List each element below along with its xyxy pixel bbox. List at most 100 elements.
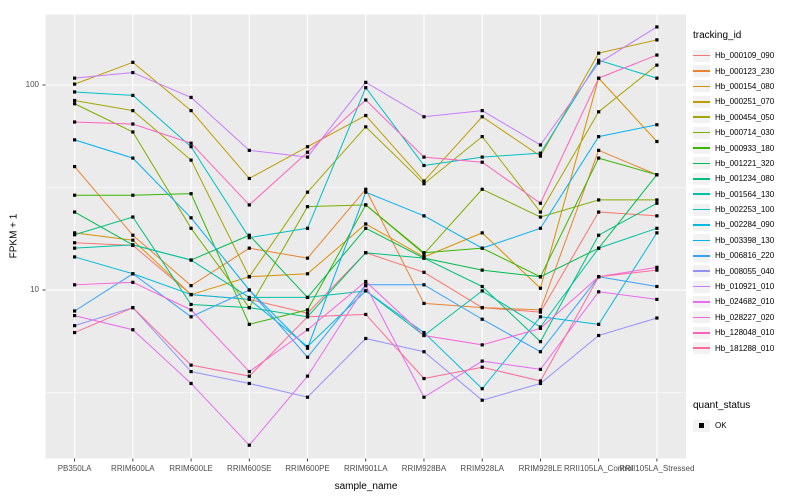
legend-key-line-icon xyxy=(693,116,710,119)
y-axis-title: FPKM + 1 xyxy=(8,213,20,259)
data-point xyxy=(655,284,659,289)
data-point xyxy=(305,272,310,276)
y-tick-label: 10 xyxy=(30,285,39,294)
legend-item: Hb_001564_130 xyxy=(693,187,799,202)
data-point xyxy=(480,115,484,119)
data-point xyxy=(655,316,659,320)
data-point xyxy=(247,236,251,240)
data-point xyxy=(364,203,368,207)
data-point xyxy=(305,346,310,350)
data-point xyxy=(655,173,659,177)
data-point xyxy=(480,231,484,235)
x-tick-label: RRIM600SE xyxy=(227,464,272,473)
legend-item-label: Hb_008055_040 xyxy=(715,266,775,276)
data-point xyxy=(189,363,193,367)
data-point xyxy=(73,210,77,214)
data-point xyxy=(247,203,251,207)
legend-item-label: Hb_000933_180 xyxy=(715,143,775,153)
legend-item-label: Hb_010921_010 xyxy=(715,282,775,292)
data-point xyxy=(597,322,601,326)
data-point xyxy=(189,308,193,312)
legend-item: Hb_000251_070 xyxy=(693,94,799,109)
data-point xyxy=(305,190,310,194)
data-point xyxy=(538,154,543,158)
y-tick-label: 100 xyxy=(25,80,39,89)
legend-key xyxy=(693,111,710,124)
data-point xyxy=(655,231,659,235)
legend-item-label: Hb_000251_070 xyxy=(715,97,775,107)
data-point xyxy=(655,25,659,29)
legend-key-line-icon xyxy=(693,178,710,180)
data-point xyxy=(480,135,484,139)
data-point xyxy=(305,150,310,154)
data-point xyxy=(131,130,135,134)
legend-key-line-icon xyxy=(693,131,710,134)
legend-item-label: Hb_001234_080 xyxy=(715,174,775,184)
data-point xyxy=(73,164,77,169)
legend-key-line-icon xyxy=(693,254,710,257)
data-point xyxy=(364,86,368,90)
x-tick-label: RRII105LA_Stressed xyxy=(619,464,695,473)
legend-item-label: Hb_006816_220 xyxy=(715,251,775,261)
data-point xyxy=(189,369,193,374)
data-point xyxy=(189,141,193,145)
legend-key-line-icon xyxy=(693,85,710,88)
legend-item-label: Hb_000454_050 xyxy=(715,112,775,122)
legend-item-label: Hb_002253_100 xyxy=(715,205,775,215)
data-point xyxy=(73,255,77,259)
data-point xyxy=(597,198,601,202)
data-point xyxy=(247,443,251,447)
legend-item: Hb_181288_010 xyxy=(693,340,799,355)
black-square-point-icon xyxy=(699,423,704,428)
data-point xyxy=(655,53,659,57)
legend-key xyxy=(693,172,710,185)
data-point xyxy=(73,76,77,80)
data-point xyxy=(480,359,484,363)
data-point xyxy=(364,98,368,102)
data-point xyxy=(655,139,659,144)
data-point xyxy=(131,306,135,310)
legend-item-label: Hb_002284_090 xyxy=(715,220,775,230)
legend-tracking-title: tracking_id xyxy=(693,30,742,41)
legend-item-label: Hb_001564_130 xyxy=(715,189,775,199)
data-point xyxy=(247,306,251,310)
legend-key xyxy=(693,142,710,155)
data-point xyxy=(364,222,368,226)
legend-item-label: Hb_181288_010 xyxy=(715,343,775,353)
legend-item-label: Hb_001221_320 xyxy=(715,158,775,168)
data-point xyxy=(73,330,77,335)
data-point xyxy=(597,58,601,62)
legend-key xyxy=(693,203,710,216)
data-point xyxy=(480,365,484,369)
data-point xyxy=(538,143,543,147)
data-point xyxy=(131,60,135,64)
data-point xyxy=(247,322,251,326)
legend-item-label: Hb_000123_230 xyxy=(715,66,775,76)
data-point xyxy=(597,135,601,139)
data-point xyxy=(422,155,426,159)
data-point xyxy=(597,246,601,250)
data-point xyxy=(73,283,77,287)
x-tick-label: RRIM928LA xyxy=(460,464,504,473)
data-point xyxy=(131,93,135,97)
data-point xyxy=(189,95,193,99)
data-point xyxy=(73,138,77,142)
data-point xyxy=(73,102,77,106)
data-point xyxy=(422,179,426,183)
data-point xyxy=(480,187,484,191)
data-point xyxy=(538,286,543,290)
data-point xyxy=(305,256,310,260)
data-point xyxy=(538,275,543,279)
data-point xyxy=(422,395,426,399)
data-point xyxy=(480,289,484,293)
legend-quant-title: quant_status xyxy=(693,399,751,411)
data-point xyxy=(538,326,543,330)
data-point xyxy=(131,70,135,75)
legend-key-line-icon xyxy=(693,101,710,103)
legend-key xyxy=(693,265,710,278)
legend-item: Hb_000154_080 xyxy=(693,79,799,94)
data-point xyxy=(655,226,659,230)
legend-item: Hb_000123_230 xyxy=(693,63,799,78)
data-point xyxy=(422,251,426,255)
legend-item-label: OK xyxy=(715,421,727,430)
